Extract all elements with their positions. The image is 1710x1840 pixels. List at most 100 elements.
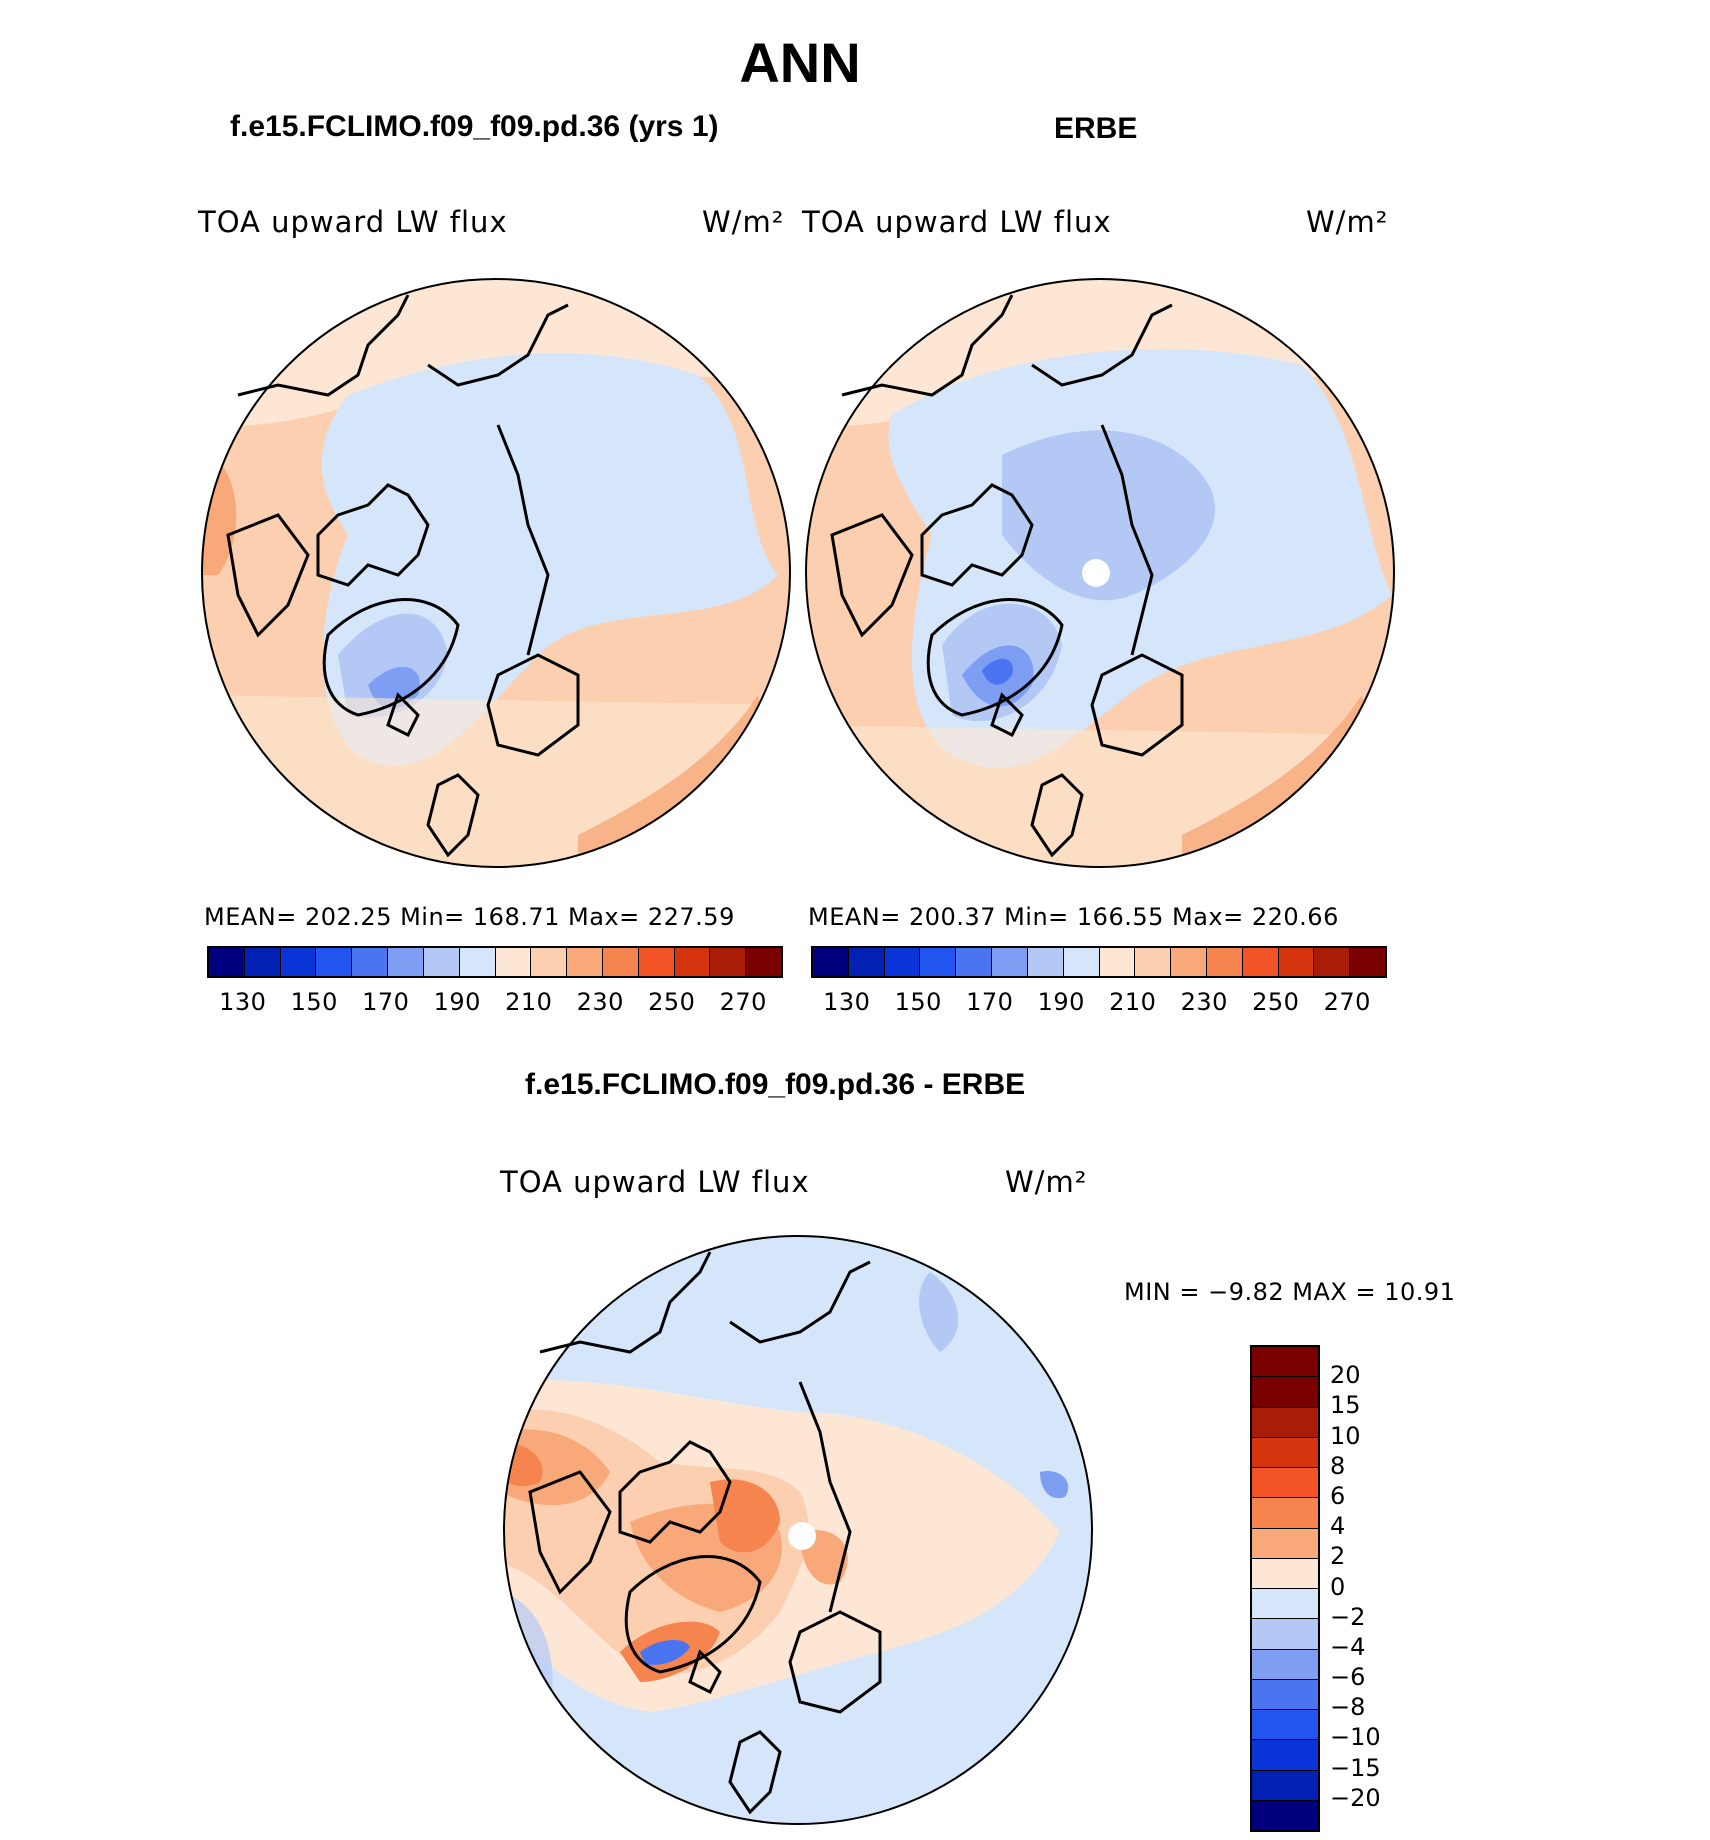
colorbar-tick-label: 270 bbox=[1323, 988, 1371, 1016]
diff-colorbar-swatch bbox=[1252, 1436, 1318, 1467]
colorbar-tick-label: 190 bbox=[433, 988, 481, 1016]
diff-subtitle: f.e15.FCLIMO.f09_f09.pd.36 - ERBE bbox=[525, 1068, 1026, 1101]
panel2-subtitle: ERBE bbox=[1054, 112, 1138, 145]
diff-colorbar-swatch bbox=[1252, 1739, 1318, 1770]
diff-colorbar-tick-label: −2 bbox=[1330, 1602, 1366, 1631]
panel1-units: W/m² bbox=[702, 205, 785, 239]
figure-title: ANN bbox=[739, 31, 861, 94]
panel1-subtitle: f.e15.FCLIMO.f09_f09.pd.36 (yrs 1) bbox=[230, 110, 719, 143]
diff-colorbar-swatch bbox=[1252, 1709, 1318, 1740]
colorbar-swatch bbox=[458, 948, 495, 976]
colorbar-tick-label: 270 bbox=[719, 988, 767, 1016]
colorbar-swatch bbox=[1062, 948, 1099, 976]
diff-colorbar-tick-label: 2 bbox=[1330, 1542, 1346, 1571]
diff-colorbar-tick-label: −4 bbox=[1330, 1632, 1366, 1661]
diff-minmax: MIN = −9.82 MAX = 10.91 bbox=[1124, 1278, 1456, 1306]
panel2-colorbar bbox=[811, 946, 1387, 978]
diff-colorbar-swatch bbox=[1252, 1678, 1318, 1709]
panel1-colorbar-ticks: 130 150 170 190 210 230 250 270 bbox=[207, 988, 779, 1016]
colorbar-swatch bbox=[991, 948, 1027, 976]
colorbar-swatch bbox=[1313, 948, 1350, 976]
colorbar-tick-label: 230 bbox=[576, 988, 624, 1016]
diff-colorbar-tick-label: 8 bbox=[1330, 1451, 1346, 1480]
colorbar-swatch bbox=[1134, 948, 1171, 976]
colorbar-tick-label: 170 bbox=[362, 988, 410, 1016]
panel1-variable-label: TOA upward LW flux bbox=[198, 205, 508, 239]
diff-polar-map bbox=[503, 1235, 1093, 1825]
colorbar-swatch bbox=[601, 948, 638, 976]
diff-colorbar-swatch bbox=[1252, 1467, 1318, 1498]
panel2-polar-map bbox=[805, 278, 1395, 868]
diff-colorbar-tick-label: 6 bbox=[1330, 1481, 1346, 1510]
colorbar-tick-label: 130 bbox=[823, 988, 871, 1016]
colorbar-swatch bbox=[883, 948, 920, 976]
colorbar-swatch bbox=[847, 948, 884, 976]
colorbar-tick-label: 150 bbox=[290, 988, 338, 1016]
diff-units: W/m² bbox=[1005, 1165, 1088, 1199]
colorbar-swatch bbox=[566, 948, 602, 976]
diff-colorbar bbox=[1250, 1345, 1320, 1832]
diff-colorbar-tick-label: 20 bbox=[1330, 1361, 1361, 1390]
colorbar-swatch bbox=[955, 948, 992, 976]
colorbar-tick-label: 130 bbox=[219, 988, 267, 1016]
colorbar-swatch bbox=[243, 948, 280, 976]
diff-colorbar-tick-label: 0 bbox=[1330, 1572, 1346, 1601]
colorbar-tick-label: 170 bbox=[966, 988, 1014, 1016]
diff-variable-label: TOA upward LW flux bbox=[500, 1165, 810, 1199]
colorbar-swatch bbox=[1098, 948, 1135, 976]
colorbar-tick-label: 250 bbox=[1252, 988, 1300, 1016]
colorbar-tick-label: 230 bbox=[1180, 988, 1228, 1016]
diff-colorbar-swatch bbox=[1252, 1648, 1318, 1679]
panel2-stats: MEAN= 200.37 Min= 166.55 Max= 220.66 bbox=[808, 903, 1339, 931]
colorbar-swatch bbox=[209, 948, 244, 976]
diff-colorbar-swatch bbox=[1252, 1497, 1318, 1528]
colorbar-tick-label: 150 bbox=[894, 988, 942, 1016]
diff-colorbar-tick-label: 15 bbox=[1330, 1391, 1361, 1420]
colorbar-swatch bbox=[745, 948, 781, 976]
diff-colorbar-tick-label: 4 bbox=[1330, 1512, 1346, 1541]
diff-colorbar-swatch bbox=[1252, 1376, 1318, 1407]
colorbar-swatch bbox=[315, 948, 352, 976]
diff-colorbar-swatch bbox=[1252, 1557, 1318, 1588]
colorbar-swatch bbox=[1349, 948, 1385, 976]
colorbar-swatch bbox=[673, 948, 710, 976]
diff-colorbar-tick-label: −15 bbox=[1330, 1753, 1381, 1782]
panel1-polar-map bbox=[201, 278, 791, 868]
colorbar-swatch bbox=[1205, 948, 1242, 976]
colorbar-swatch bbox=[279, 948, 316, 976]
diff-colorbar-swatch bbox=[1252, 1799, 1318, 1830]
diff-colorbar-tick-label: −20 bbox=[1330, 1783, 1381, 1812]
colorbar-tick-label: 190 bbox=[1037, 988, 1085, 1016]
colorbar-swatch bbox=[530, 948, 567, 976]
diff-colorbar-tick-label: 10 bbox=[1330, 1421, 1361, 1450]
panel2-variable-label: TOA upward LW flux bbox=[802, 205, 1112, 239]
panel1-colorbar bbox=[207, 946, 783, 978]
colorbar-swatch bbox=[1277, 948, 1314, 976]
colorbar-tick-label: 210 bbox=[1109, 988, 1157, 1016]
colorbar-swatch bbox=[387, 948, 423, 976]
diff-colorbar-swatch bbox=[1252, 1588, 1318, 1619]
colorbar-swatch bbox=[351, 948, 388, 976]
diff-colorbar-swatch bbox=[1252, 1769, 1318, 1800]
diff-colorbar-tick-label: −8 bbox=[1330, 1693, 1366, 1722]
diff-colorbar-swatch bbox=[1252, 1406, 1318, 1437]
colorbar-swatch bbox=[422, 948, 459, 976]
colorbar-tick-label: 250 bbox=[648, 988, 696, 1016]
diff-colorbar-swatch bbox=[1252, 1347, 1318, 1377]
panel1-stats: MEAN= 202.25 Min= 168.71 Max= 227.59 bbox=[204, 903, 735, 931]
colorbar-tick-label: 210 bbox=[505, 988, 553, 1016]
colorbar-swatch bbox=[1241, 948, 1278, 976]
panel2-units: W/m² bbox=[1306, 205, 1389, 239]
colorbar-swatch bbox=[919, 948, 956, 976]
colorbar-swatch bbox=[494, 948, 531, 976]
panel2-colorbar-ticks: 130 150 170 190 210 230 250 270 bbox=[811, 988, 1383, 1016]
colorbar-swatch bbox=[813, 948, 848, 976]
diff-colorbar-swatch bbox=[1252, 1618, 1318, 1649]
colorbar-swatch bbox=[1026, 948, 1063, 976]
colorbar-swatch bbox=[1170, 948, 1206, 976]
diff-colorbar-swatch bbox=[1252, 1527, 1318, 1558]
diff-colorbar-tick-label: −10 bbox=[1330, 1723, 1381, 1752]
colorbar-swatch bbox=[709, 948, 746, 976]
diff-colorbar-tick-label: −6 bbox=[1330, 1663, 1366, 1692]
colorbar-swatch bbox=[637, 948, 674, 976]
